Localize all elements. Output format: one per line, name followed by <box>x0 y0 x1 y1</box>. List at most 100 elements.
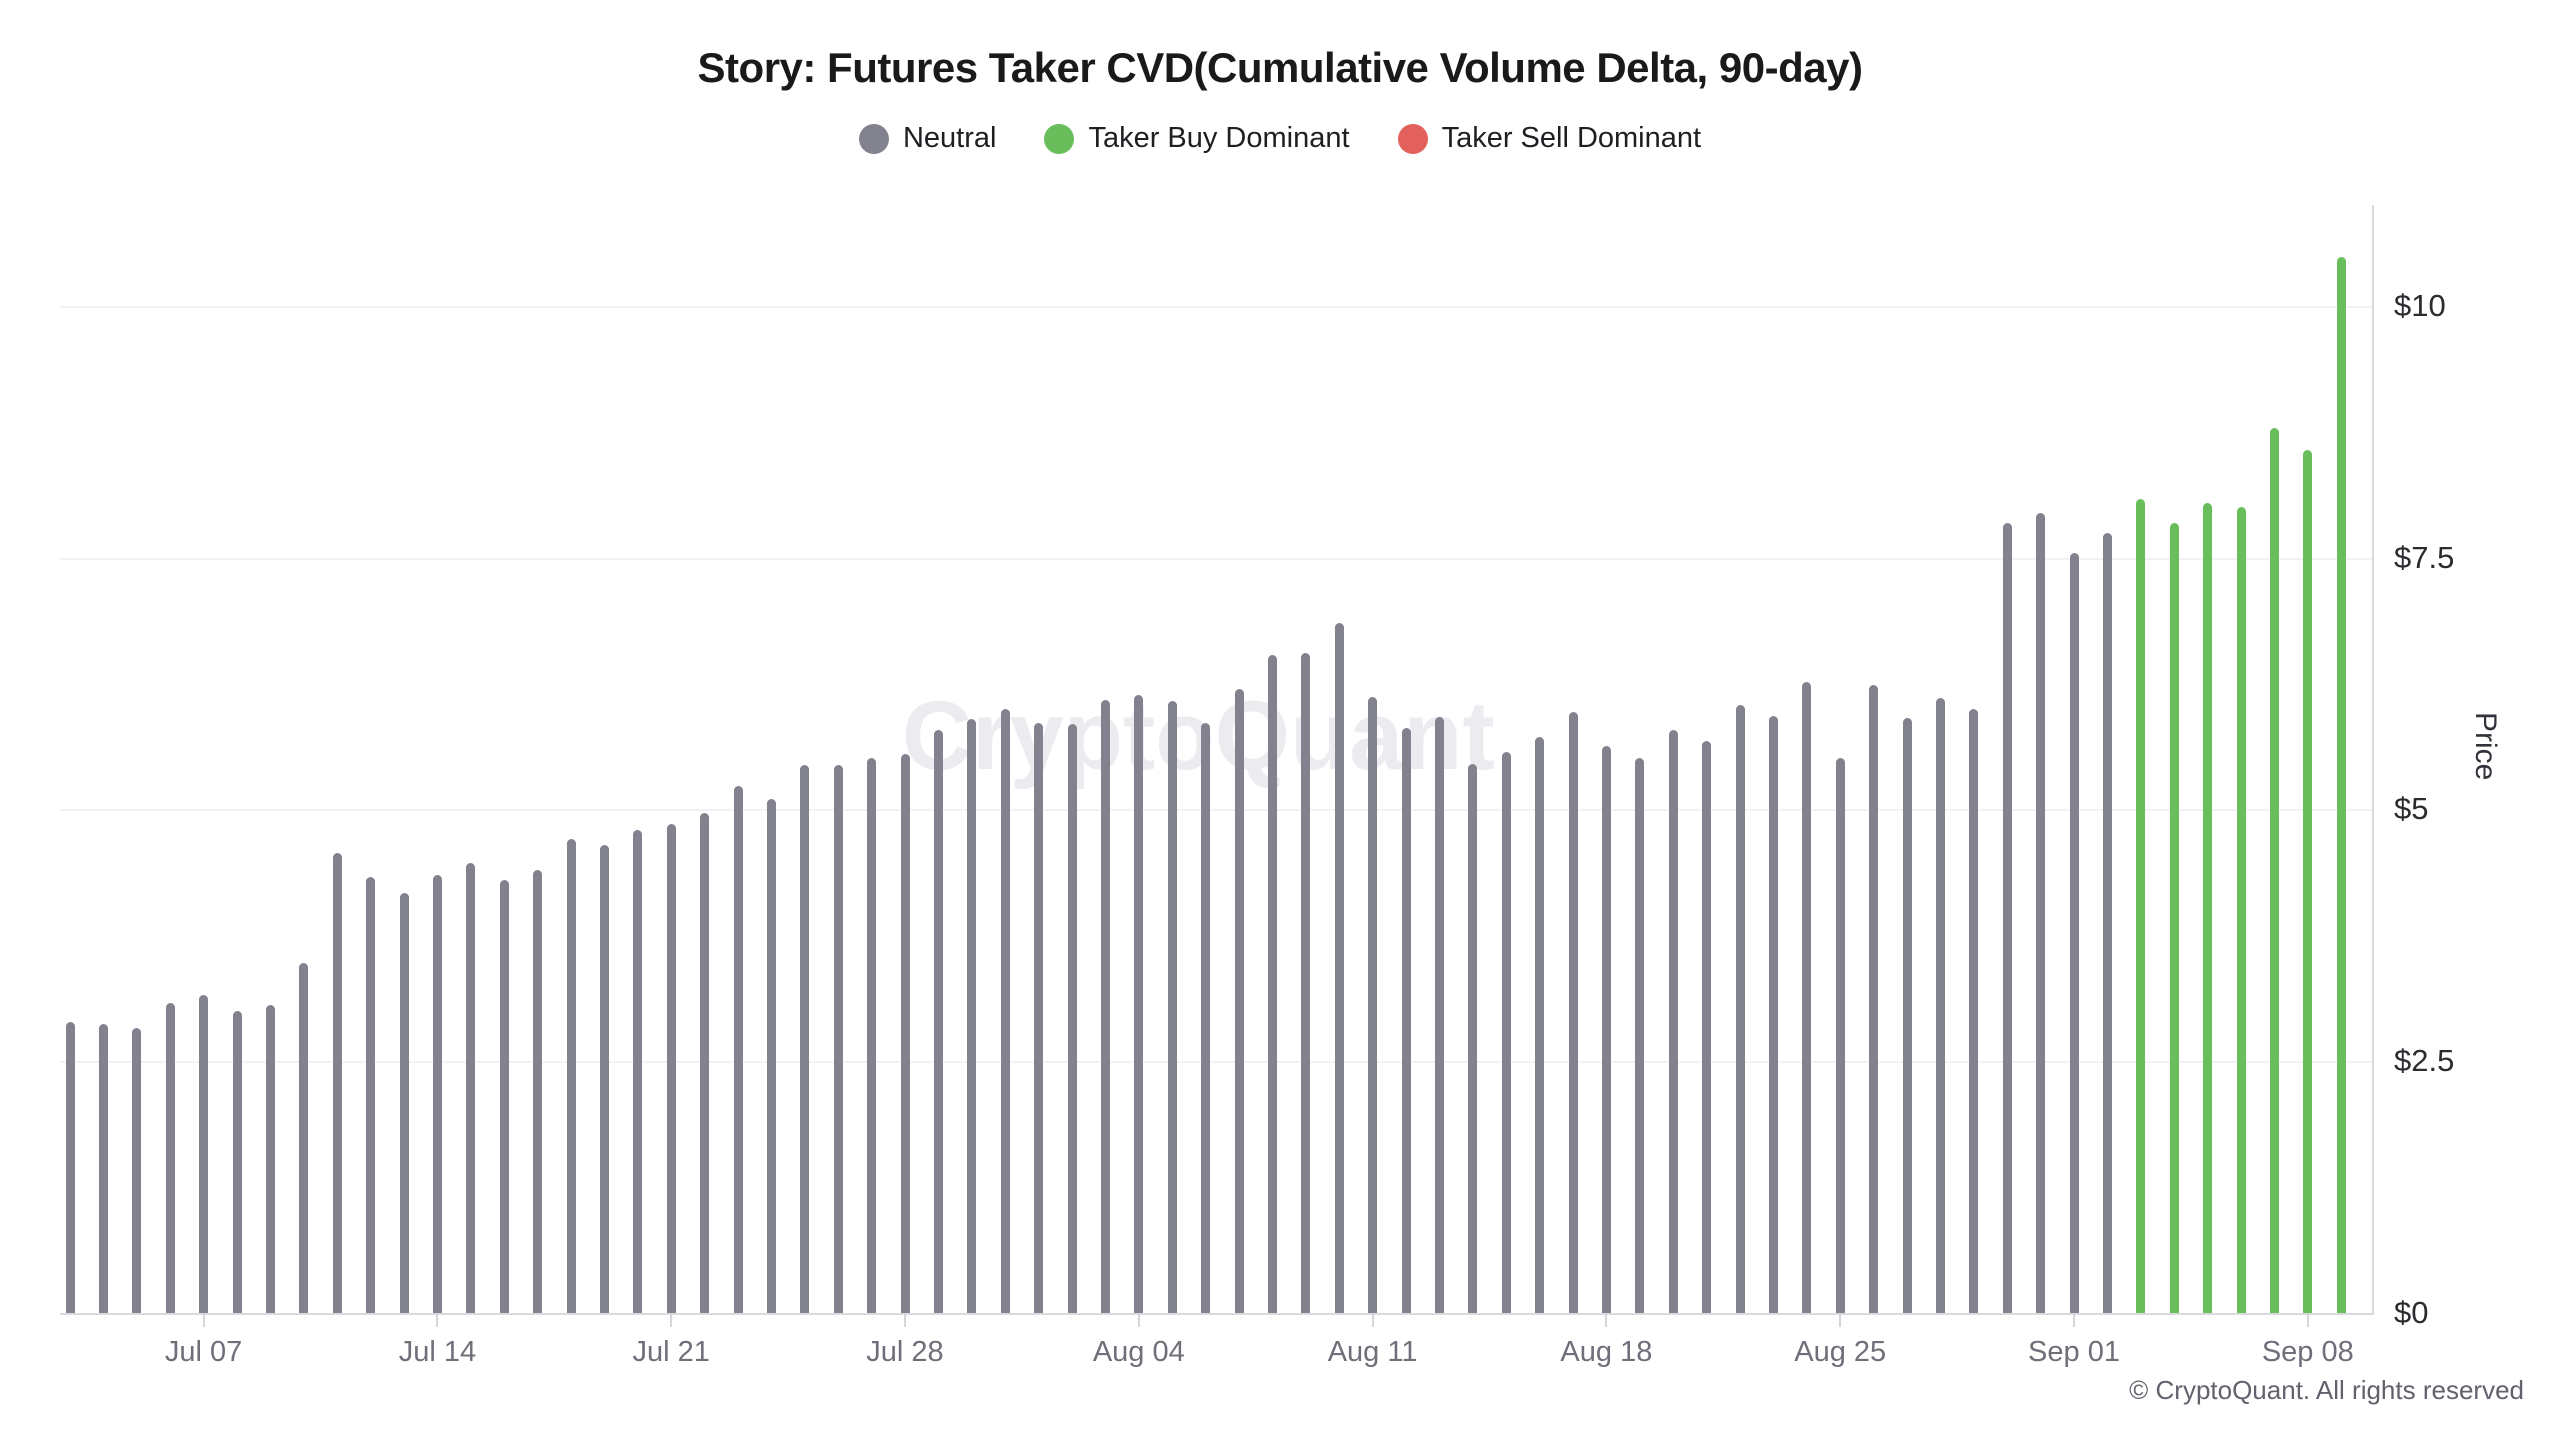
bar[interactable] <box>1368 696 1378 1313</box>
bar[interactable] <box>2203 503 2213 1313</box>
x-axis-tick-mark <box>904 1313 906 1327</box>
bar[interactable] <box>1434 716 1444 1313</box>
bar[interactable] <box>1902 717 1912 1313</box>
bar[interactable] <box>1334 623 1344 1313</box>
gridline <box>60 809 2372 812</box>
bar[interactable] <box>733 786 743 1313</box>
bar[interactable] <box>1234 688 1244 1313</box>
legend-item-taker-sell-dominant[interactable]: Taker Sell Dominant <box>1397 122 1701 155</box>
bar[interactable] <box>232 1010 242 1313</box>
bar[interactable] <box>432 874 442 1313</box>
bar[interactable] <box>933 729 943 1313</box>
bar[interactable] <box>1034 722 1044 1313</box>
bar[interactable] <box>1668 729 1678 1313</box>
bar[interactable] <box>1301 653 1311 1313</box>
bar[interactable] <box>666 824 676 1313</box>
x-axis-tick-label: Jul 14 <box>398 1336 477 1368</box>
bar[interactable] <box>1468 764 1478 1313</box>
bar[interactable] <box>1100 699 1110 1313</box>
bar[interactable] <box>1201 722 1211 1313</box>
bar[interactable] <box>165 1002 175 1313</box>
legend-label-taker-buy-dominant: Taker Buy Dominant <box>1088 122 1350 154</box>
bar[interactable] <box>65 1021 75 1313</box>
bar[interactable] <box>2269 427 2279 1313</box>
bar[interactable] <box>2303 449 2313 1313</box>
x-axis-tick-mark <box>2306 1313 2309 1327</box>
bar[interactable] <box>332 852 342 1313</box>
bar[interactable] <box>299 963 309 1313</box>
x-axis-tick-mark <box>2073 1313 2075 1327</box>
gridline <box>60 305 2372 308</box>
bar[interactable] <box>1735 704 1745 1313</box>
gridline <box>60 1061 2372 1064</box>
x-axis-tick-mark <box>1839 1313 1842 1327</box>
x-axis-tick-label: Jul 21 <box>632 1336 710 1368</box>
neutral-dot-icon <box>858 123 889 154</box>
bar[interactable] <box>633 829 643 1313</box>
bar[interactable] <box>700 813 710 1313</box>
bar[interactable] <box>2036 513 2046 1313</box>
bar[interactable] <box>1635 758 1645 1313</box>
bar[interactable] <box>2136 499 2146 1313</box>
x-axis-tick-mark <box>1137 1313 1140 1327</box>
bar[interactable] <box>265 1004 275 1313</box>
bar[interactable] <box>2169 523 2179 1313</box>
bar[interactable] <box>399 892 409 1313</box>
bar[interactable] <box>1835 758 1845 1313</box>
bar[interactable] <box>599 844 609 1313</box>
bar[interactable] <box>1267 655 1277 1313</box>
bar[interactable] <box>766 799 776 1313</box>
x-axis-tick-label: Sep 01 <box>2028 1336 2120 1368</box>
y-axis-title: Price <box>2469 712 2502 781</box>
bar[interactable] <box>2069 552 2079 1313</box>
bar[interactable] <box>2336 257 2346 1313</box>
bar[interactable] <box>533 869 543 1313</box>
bar[interactable] <box>132 1027 142 1313</box>
x-axis-tick-mark <box>670 1313 673 1327</box>
bar[interactable] <box>2002 523 2012 1313</box>
bar[interactable] <box>1067 723 1077 1313</box>
x-axis-tick-label: Aug 11 <box>1327 1336 1418 1368</box>
chart-title: Story: Futures Taker CVD(Cumulative Volu… <box>697 44 1863 91</box>
bar[interactable] <box>1601 745 1611 1313</box>
bar[interactable] <box>1167 700 1177 1313</box>
bar[interactable] <box>1969 708 1979 1313</box>
bar[interactable] <box>499 879 509 1313</box>
bar[interactable] <box>1802 682 1812 1313</box>
bar[interactable] <box>1935 697 1945 1313</box>
x-axis-tick-label: Jul 07 <box>164 1336 243 1368</box>
y-axis-tick-label: $2.5 <box>2394 1043 2455 1079</box>
bar[interactable] <box>1501 751 1511 1313</box>
bar[interactable] <box>1134 694 1144 1313</box>
bar[interactable] <box>1869 685 1879 1313</box>
bar[interactable] <box>566 838 576 1313</box>
bar[interactable] <box>1000 708 1010 1313</box>
bar[interactable] <box>2102 533 2112 1313</box>
sell-dot-icon <box>1397 123 1428 154</box>
bar[interactable] <box>366 876 376 1313</box>
plot-area <box>60 205 2374 1327</box>
bar[interactable] <box>900 753 910 1313</box>
gridline <box>60 557 2372 560</box>
bar[interactable] <box>1535 736 1545 1313</box>
bar[interactable] <box>2236 507 2246 1313</box>
y-axis-tick-label: $7.5 <box>2394 539 2455 575</box>
bar[interactable] <box>1401 727 1411 1313</box>
bar[interactable] <box>1768 715 1778 1313</box>
bar[interactable] <box>98 1023 108 1313</box>
legend-item-neutral[interactable]: Neutral <box>858 122 997 155</box>
legend-label-neutral: Neutral <box>902 122 997 154</box>
legend: Neutral Taker Buy Dominant Taker Sell Do… <box>0 122 2560 155</box>
bar[interactable] <box>800 765 810 1313</box>
bar[interactable] <box>466 862 476 1313</box>
bar[interactable] <box>867 758 877 1313</box>
bar[interactable] <box>967 718 977 1313</box>
bar[interactable] <box>833 765 843 1313</box>
bar[interactable] <box>1702 740 1712 1313</box>
copyright-notice: © CryptoQuant. All rights reserved <box>2129 1375 2524 1405</box>
y-axis-tick-label: $10 <box>2394 287 2446 323</box>
bar[interactable] <box>1568 711 1578 1313</box>
legend-item-taker-buy-dominant[interactable]: Taker Buy Dominant <box>1044 122 1350 155</box>
bar[interactable] <box>199 994 209 1313</box>
